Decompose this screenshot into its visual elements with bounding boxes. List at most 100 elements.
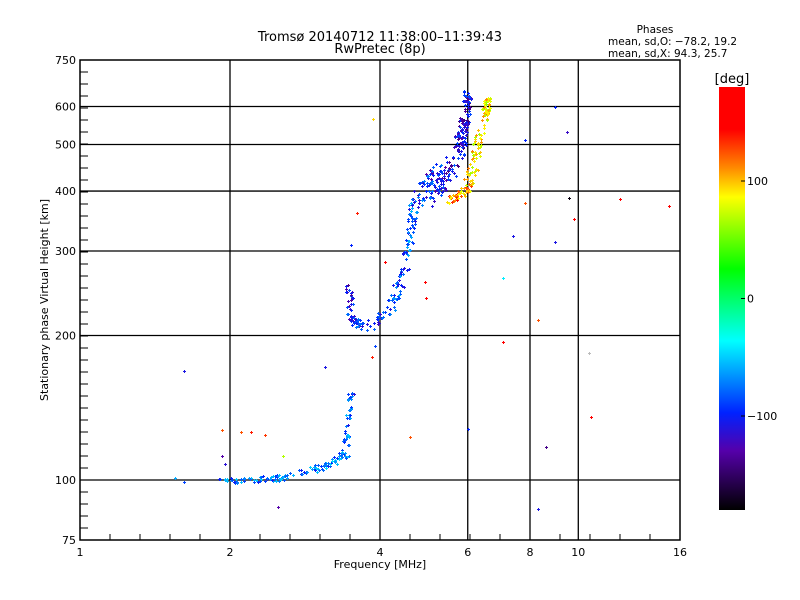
data-point — [432, 197, 435, 200]
x-tick-label: 16 — [673, 546, 687, 559]
data-point — [410, 202, 413, 205]
data-point — [374, 345, 377, 348]
data-point — [460, 187, 463, 190]
data-point — [460, 195, 463, 198]
data-point — [334, 460, 337, 463]
data-point — [306, 471, 309, 474]
data-point — [485, 108, 488, 111]
data-point — [317, 464, 320, 467]
data-point — [343, 441, 346, 444]
data-point — [327, 465, 330, 468]
data-point — [406, 228, 409, 231]
data-point — [478, 133, 481, 136]
data-point — [425, 297, 428, 300]
data-point — [347, 300, 350, 303]
data-point — [289, 472, 292, 475]
data-point — [441, 179, 444, 182]
data-point — [545, 446, 548, 449]
data-point — [426, 182, 429, 185]
data-point — [460, 150, 463, 153]
data-point — [398, 297, 401, 300]
data-point — [409, 436, 412, 439]
data-point — [400, 271, 403, 274]
data-point — [410, 236, 413, 239]
colorbar-tick-label: 0 — [747, 293, 754, 306]
data-point — [377, 312, 380, 315]
data-point — [369, 325, 372, 328]
data-point — [250, 431, 253, 434]
data-point — [359, 323, 362, 326]
phases-heading: Phases — [637, 24, 674, 36]
data-point — [421, 185, 424, 188]
data-point — [275, 480, 278, 483]
data-point — [336, 463, 339, 466]
data-point — [475, 134, 478, 137]
data-point — [445, 179, 448, 182]
data-point — [436, 181, 439, 184]
data-point — [284, 475, 287, 478]
data-point — [357, 325, 360, 328]
chart-title: Tromsø 20140712 11:38:00–11:39:43 — [257, 30, 502, 45]
data-point — [224, 463, 227, 466]
data-point — [259, 480, 262, 483]
data-point — [277, 506, 280, 509]
data-point — [314, 469, 317, 472]
data-point — [350, 244, 353, 247]
data-point — [465, 184, 468, 187]
data-point — [333, 456, 336, 459]
data-point — [461, 120, 464, 123]
data-point — [429, 173, 432, 176]
data-point — [393, 294, 396, 297]
data-point — [457, 138, 460, 141]
y-tick-label: 75 — [62, 534, 76, 547]
data-point — [463, 178, 466, 181]
data-point — [379, 313, 382, 316]
data-point — [249, 478, 252, 481]
x-tick-label: 2 — [227, 546, 234, 559]
data-point — [386, 306, 389, 309]
data-point — [347, 424, 350, 427]
data-point — [465, 144, 468, 147]
data-point — [345, 288, 348, 291]
data-point — [483, 124, 486, 127]
data-point — [411, 224, 414, 227]
data-point — [418, 202, 421, 205]
data-point — [403, 267, 406, 270]
data-point — [436, 172, 439, 175]
data-point — [348, 318, 351, 321]
data-point — [418, 193, 421, 196]
data-point — [407, 240, 410, 243]
data-point — [398, 294, 401, 297]
colorbar-tick-label: −100 — [747, 410, 777, 423]
data-point — [457, 193, 460, 196]
data-point — [488, 106, 491, 109]
data-point — [467, 191, 470, 194]
data-point — [408, 213, 411, 216]
data-point — [429, 169, 432, 172]
data-point — [481, 119, 484, 122]
data-point — [240, 481, 243, 484]
data-point — [394, 309, 397, 312]
data-point — [486, 119, 489, 122]
data-point — [431, 190, 434, 193]
data-point — [411, 198, 414, 201]
data-point — [461, 157, 464, 160]
data-point — [405, 239, 408, 242]
data-point — [344, 455, 347, 458]
data-point — [270, 476, 273, 479]
data-point — [473, 160, 476, 163]
data-point — [466, 123, 469, 126]
data-point — [425, 196, 428, 199]
data-point — [454, 195, 457, 198]
data-point — [428, 184, 431, 187]
data-point — [402, 273, 405, 276]
data-point — [387, 299, 390, 302]
data-point — [479, 151, 482, 154]
data-point — [463, 187, 466, 190]
data-point — [359, 319, 362, 322]
data-point — [402, 252, 405, 255]
data-point — [183, 370, 186, 373]
data-point — [255, 479, 258, 482]
data-point — [439, 178, 442, 181]
